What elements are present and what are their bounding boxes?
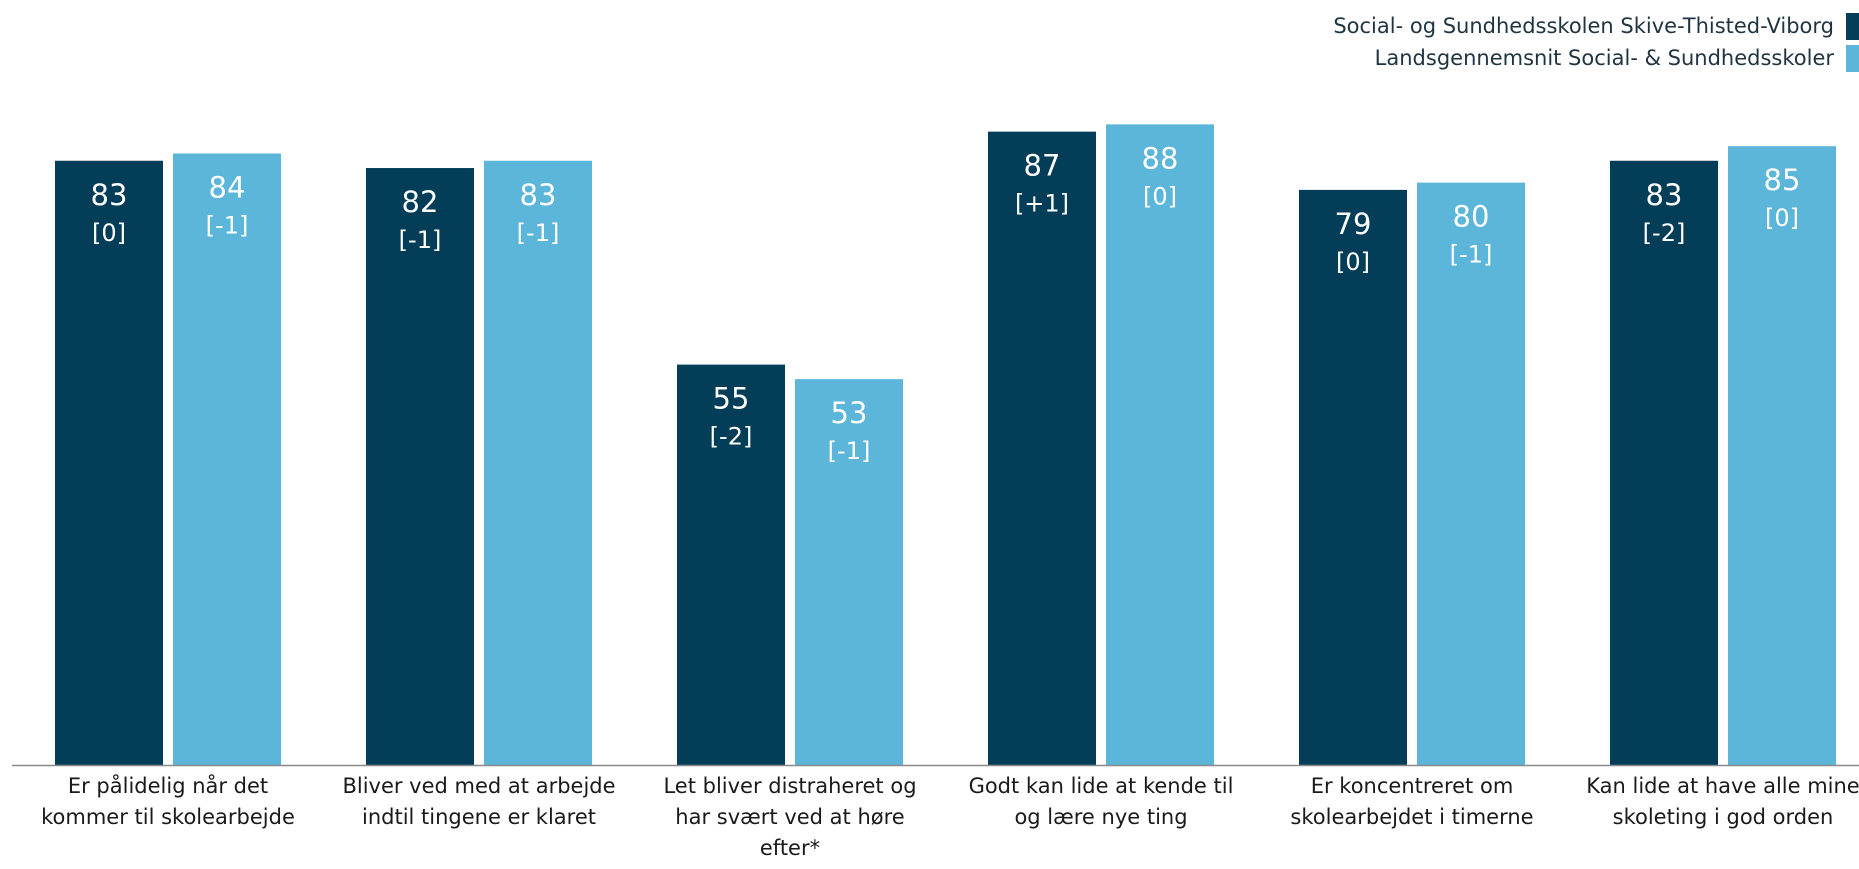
change-label: [0] xyxy=(92,219,126,247)
legend-swatch-national xyxy=(1846,44,1859,72)
x-tick-label: Er pålidelig når det kommer til skolearb… xyxy=(41,774,295,829)
change-label: [0] xyxy=(1336,248,1370,276)
legend: Social- og Sundhedsskolen Skive-Thisted-… xyxy=(959,10,1859,74)
value-label: 80 xyxy=(1453,200,1490,234)
bar-school-2 xyxy=(677,364,785,765)
legend-item-school: Social- og Sundhedsskolen Skive-Thisted-… xyxy=(959,10,1859,42)
value-label: 83 xyxy=(91,178,128,212)
value-label: 83 xyxy=(520,178,557,212)
bar-national-2 xyxy=(795,379,903,765)
change-label: [-1] xyxy=(517,219,560,247)
bar-national-3 xyxy=(1106,124,1214,766)
change-label: [-1] xyxy=(399,226,442,254)
bar-national-1 xyxy=(484,160,592,765)
value-label: 53 xyxy=(831,396,868,430)
change-label: [-2] xyxy=(710,423,753,451)
bar-school-3 xyxy=(988,131,1096,765)
change-label: [-1] xyxy=(206,211,249,239)
change-label: [-1] xyxy=(828,437,871,465)
x-tick-label: Bliver ved med at arbejde indtil tingene… xyxy=(342,774,616,829)
x-tick-label: Let bliver distraheret og har svært ved … xyxy=(663,774,917,860)
legend-label-school: Social- og Sundhedsskolen Skive-Thisted-… xyxy=(1333,14,1834,38)
value-label: 83 xyxy=(1646,178,1683,212)
bar-national-5 xyxy=(1728,146,1836,765)
value-label: 87 xyxy=(1024,149,1061,183)
change-label: [0] xyxy=(1143,182,1177,210)
change-label: [0] xyxy=(1765,204,1799,232)
bar-national-0 xyxy=(173,153,281,766)
bar-school-0 xyxy=(55,160,163,765)
bar-national-4 xyxy=(1417,182,1525,766)
x-tick-label: Er koncentreret om skolearbejdet i timer… xyxy=(1290,774,1534,829)
value-label: 85 xyxy=(1764,163,1801,197)
x-tick-label: Kan lide at have alle mine skoleting i g… xyxy=(1586,774,1859,829)
change-label: [+1] xyxy=(1015,190,1069,218)
bar-school-1 xyxy=(366,168,474,766)
legend-item-national: Landsgennemsnit Social- & Sundhedsskoler xyxy=(959,42,1859,74)
bar-school-5 xyxy=(1610,160,1718,765)
value-label: 79 xyxy=(1335,207,1372,241)
legend-swatch-school xyxy=(1846,12,1859,40)
change-label: [-2] xyxy=(1643,219,1686,247)
legend-label-national: Landsgennemsnit Social- & Sundhedsskoler xyxy=(1374,46,1834,70)
value-label: 88 xyxy=(1142,141,1179,175)
value-label: 82 xyxy=(402,185,439,219)
value-label: 84 xyxy=(209,170,246,204)
x-tick-label: Godt kan lide at kende til og lære nye t… xyxy=(968,774,1234,829)
bar-school-4 xyxy=(1299,189,1407,765)
value-label: 55 xyxy=(713,382,750,416)
change-label: [-1] xyxy=(1450,241,1493,269)
